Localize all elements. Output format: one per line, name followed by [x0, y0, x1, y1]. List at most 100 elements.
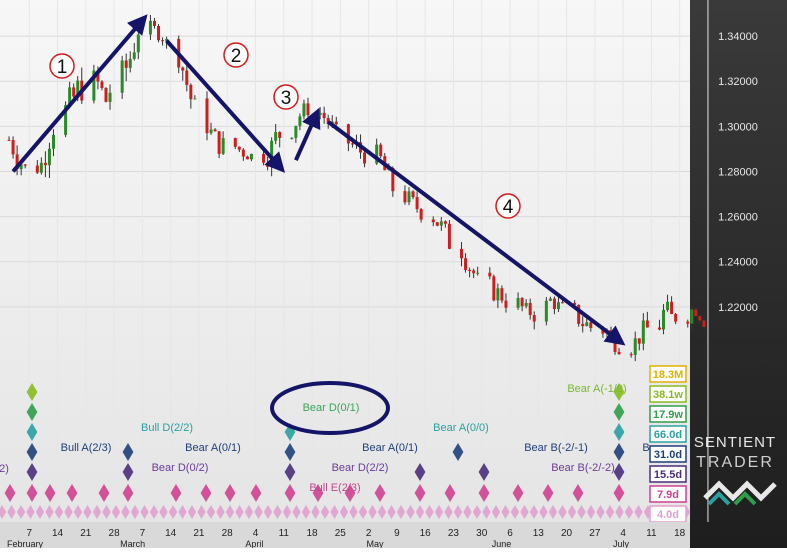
candle-down: [492, 276, 496, 301]
cycle-diamond: [572, 484, 584, 502]
candle-up: [19, 164, 23, 170]
month-label: July: [613, 539, 630, 548]
cycle-diamond: [111, 505, 121, 519]
cycle-diamond: [26, 383, 38, 401]
trend-arrow: [165, 39, 286, 173]
period-box: [649, 365, 687, 383]
candle-up: [132, 52, 136, 59]
cycle-diamond: [149, 505, 159, 519]
x-tick-label: 7: [140, 528, 146, 539]
cycle-diamond: [200, 484, 212, 502]
month-label: June: [492, 539, 512, 548]
period-label: 4.0d: [657, 509, 679, 521]
candle-down: [637, 338, 641, 344]
cycle-diamond: [613, 443, 625, 461]
cycle-diamond: [178, 505, 187, 519]
cycle-diamond: [284, 423, 296, 441]
cycle-label: Bear A(0/1): [362, 442, 418, 454]
candle-down: [334, 121, 338, 125]
candle-down: [278, 132, 282, 138]
cycle-diamond: [368, 505, 377, 519]
cycle-diamond: [284, 463, 296, 481]
x-tick-label: 16: [420, 528, 432, 539]
cycle-diamond: [4, 484, 16, 502]
x-tick-label: 25: [335, 528, 347, 539]
candle-down: [7, 139, 11, 141]
cycle-diamond: [206, 505, 216, 519]
candle-up: [64, 105, 68, 135]
candle-down: [72, 87, 76, 97]
cycle-diamond: [92, 505, 102, 519]
cycle-label: Bear A(0/1): [185, 442, 241, 454]
cycle-diamond: [122, 463, 134, 481]
cycle-label: Bear D(0/1): [303, 402, 360, 414]
cycle-diamond: [235, 505, 244, 519]
x-tick-label: 4: [620, 528, 626, 539]
candle-down: [43, 162, 47, 166]
cycle-diamond: [102, 505, 111, 519]
x-tick-label: 4: [253, 528, 259, 539]
candle-up: [165, 38, 169, 41]
candle-up: [375, 144, 379, 164]
cycle-diamond: [613, 383, 625, 401]
cycle-diamond: [613, 403, 625, 421]
cycle-diamond: [224, 484, 236, 502]
month-label: February: [7, 539, 44, 548]
x-tick-label: 20: [561, 528, 573, 539]
candle-down: [670, 301, 674, 315]
candle-up: [120, 60, 124, 93]
cycle-diamond: [282, 505, 292, 519]
candle-down: [23, 164, 27, 166]
cycle-diamond: [254, 505, 263, 519]
candle-up: [585, 322, 589, 327]
period-label: 38.1w: [653, 389, 683, 401]
cycle-diamond: [311, 505, 320, 519]
candle-down: [363, 152, 367, 164]
x-tick-label: 27: [589, 528, 601, 539]
x-tick-label: 25: [702, 528, 714, 539]
candle-up: [68, 87, 72, 106]
candle-up: [556, 302, 560, 310]
candle-down: [702, 320, 706, 327]
cycle-diamond: [98, 484, 110, 502]
candle-down: [464, 258, 468, 270]
period-label: 15.5d: [654, 469, 682, 481]
candle-down: [435, 222, 439, 226]
x-tick-label: 11: [646, 528, 657, 539]
candle-down: [500, 288, 504, 301]
month-label: May: [367, 539, 385, 548]
price-tick-label: 1.32000: [718, 76, 758, 88]
x-tick-label: 9: [394, 528, 400, 539]
cycle-diamond: [586, 505, 596, 519]
candle-up: [128, 58, 132, 68]
period-box: [649, 425, 687, 443]
candle-down: [104, 88, 108, 102]
cycle-diamond: [434, 505, 444, 519]
wave-marker-circle: [495, 193, 521, 219]
candle-down: [419, 209, 423, 220]
candle-down: [686, 321, 690, 324]
candle-down: [629, 354, 633, 356]
cycle-diamond: [529, 505, 539, 519]
cycle-diamond: [577, 505, 586, 519]
cycle-diamond: [187, 505, 197, 519]
candle-up: [407, 191, 411, 203]
cycle-diamond: [122, 443, 134, 461]
candle-up: [221, 138, 225, 154]
cycle-diamond: [197, 505, 206, 519]
sidebar-panel: [690, 0, 787, 548]
candle-up: [51, 134, 55, 149]
price-tick-label: 1.34000: [718, 31, 758, 43]
candle-down: [11, 140, 15, 155]
trend-arrow: [294, 107, 321, 162]
cycle-diamond: [415, 505, 425, 519]
candle-up: [524, 303, 528, 307]
cycle-diamond: [472, 505, 482, 519]
candle-down: [15, 154, 19, 170]
cycle-diamond: [501, 505, 510, 519]
cycle-diamond: [284, 484, 296, 502]
wave-marker-label: 2: [231, 46, 242, 67]
candle-up: [249, 153, 253, 160]
logo-mark-green: [733, 491, 757, 506]
